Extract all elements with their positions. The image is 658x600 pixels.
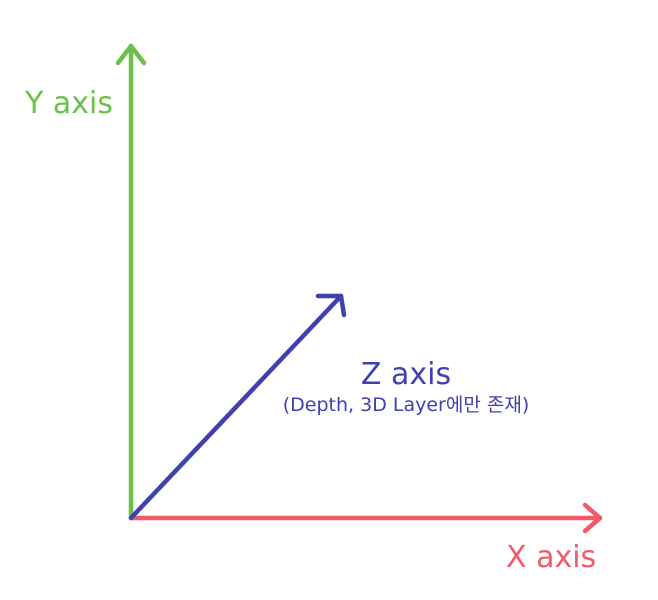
y-axis-arrowhead xyxy=(115,43,147,66)
z-axis xyxy=(128,293,347,521)
x-axis-label: X axis xyxy=(506,540,596,575)
z-axis-line xyxy=(128,293,344,521)
z-axis-label: Z axis xyxy=(361,357,451,392)
x-axis xyxy=(128,502,603,534)
x-axis-arrowhead xyxy=(582,502,603,534)
z-axis-arrowhead xyxy=(315,293,347,318)
y-axis xyxy=(115,43,147,521)
y-axis-label: Y axis xyxy=(24,86,113,121)
z-axis-sublabel: (Depth, 3D Layer에만 존재) xyxy=(283,394,529,416)
